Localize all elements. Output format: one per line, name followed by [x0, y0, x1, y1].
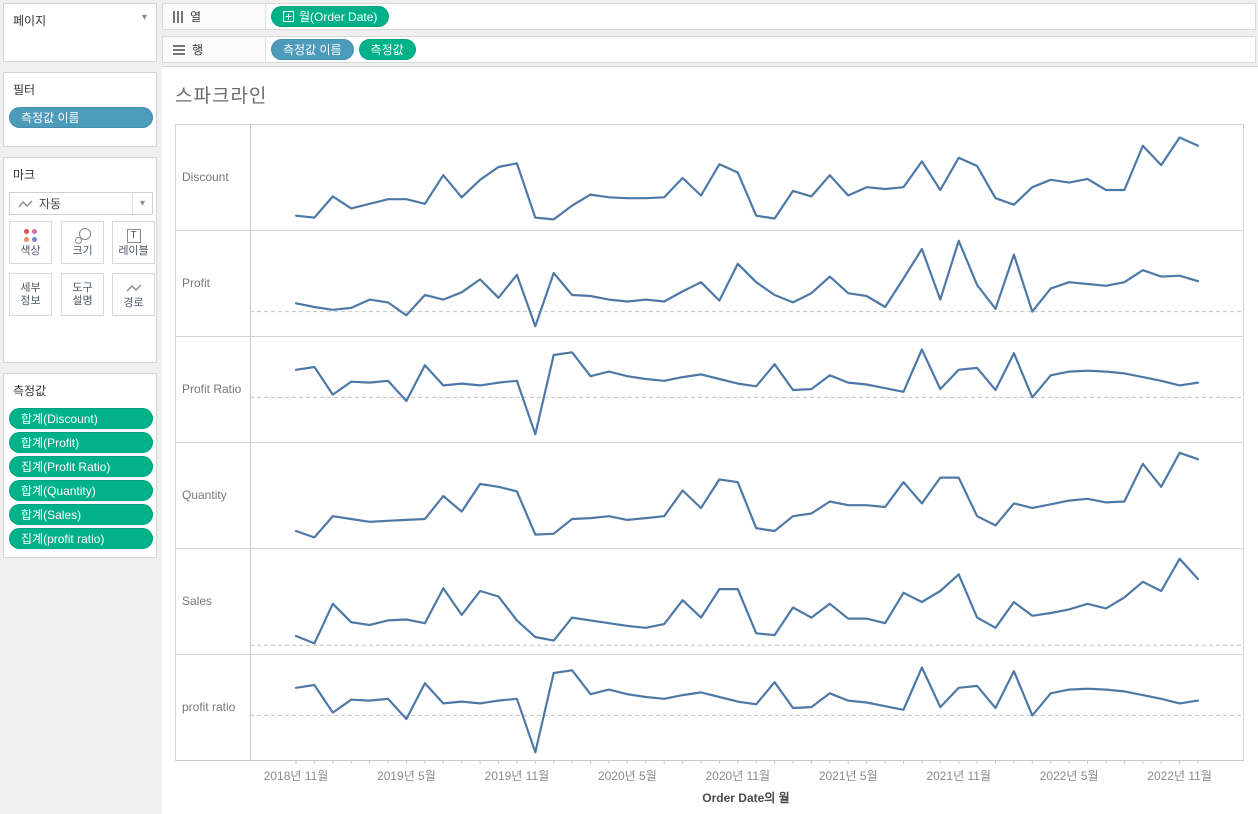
filters-card-title: 필터	[13, 83, 36, 97]
sparkline-discount[interactable]	[294, 136, 1200, 221]
columns-shelf[interactable]: 열 월(Order Date)	[162, 3, 1256, 30]
path-button[interactable]: 경로	[112, 273, 155, 316]
rows-pill-label: 측정값	[370, 42, 404, 57]
mark-type-label: 자동	[39, 197, 62, 211]
columns-pill[interactable]: 월(Order Date)	[271, 6, 390, 27]
row-separator	[175, 442, 1243, 443]
x-tick-label: 2020년 11월	[705, 769, 771, 783]
detail-button[interactable]: 세부 정보	[9, 273, 52, 316]
filters-card: 필터 측정값 이름	[3, 72, 157, 147]
tooltip-button[interactable]: 도구 설명	[61, 273, 104, 316]
label-button-label: 레이블	[118, 245, 149, 257]
filter-pill[interactable]: 측정값 이름	[9, 107, 153, 128]
measure-value-pill-label: 합계(Discount)	[21, 411, 98, 426]
rows-shelf-label: 행	[163, 37, 266, 62]
sparkline-profit[interactable]	[294, 239, 1200, 328]
measure-value-pill[interactable]: 합계(Sales)	[9, 504, 153, 525]
detail-button-label: 세부 정보	[20, 281, 41, 307]
x-tick-label: 2022년 5월	[1039, 769, 1099, 783]
columns-icon	[173, 10, 183, 23]
color-button-label: 색상	[20, 245, 41, 257]
sparkline-profit-ratio[interactable]	[294, 348, 1200, 436]
row-header-discount: Discount	[182, 170, 229, 184]
columns-shelf-label: 열	[163, 4, 266, 29]
x-axis-line	[175, 760, 1243, 761]
measure-values-title: 측정값	[13, 384, 47, 398]
marks-card-title: 마크	[13, 168, 36, 182]
rows-pill[interactable]: 측정값	[358, 39, 416, 60]
measure-values-card: 측정값 합계(Discount) 합계(Profit) 집계(Profit Rati…	[3, 373, 157, 558]
x-tick-label: 2018년 11월	[263, 769, 329, 783]
row-header-profit-ratio: Profit Ratio	[182, 382, 242, 396]
measure-value-pill[interactable]: 집계(Profit Ratio)	[9, 456, 153, 477]
measure-value-pill[interactable]: 합계(Quantity)	[9, 480, 153, 501]
color-button[interactable]: 색상	[9, 221, 52, 264]
sparkline-quantity[interactable]	[294, 451, 1200, 539]
pages-card-title: 페이지	[13, 14, 47, 28]
columns-pill-label: 월(Order Date)	[299, 9, 378, 24]
filter-pill-label: 측정값 이름	[21, 110, 80, 125]
x-tick-label: 2019년 5월	[377, 769, 436, 783]
measure-value-pill-label: 합계(Profit)	[21, 435, 80, 450]
path-button-label: 경로	[123, 297, 144, 309]
measure-value-pill-label: 집계(Profit Ratio)	[21, 459, 111, 474]
line-mark-icon	[18, 200, 33, 207]
row-separator	[175, 336, 1243, 337]
size-button-label: 크기	[72, 245, 93, 257]
row-separator	[175, 548, 1243, 549]
table-top-border	[175, 124, 1243, 125]
sparkline-plot	[250, 136, 1243, 764]
row-separator	[175, 230, 1243, 231]
label-button[interactable]: T 레이블	[112, 221, 155, 264]
x-tick-label: 2022년 11월	[1147, 769, 1212, 783]
row-header-sales: Sales	[182, 594, 213, 608]
chart-area: 스파크라인 Discount Profit Profit Ratio Quantity…	[162, 66, 1258, 814]
sparkline-profit-ratio[interactable]	[294, 666, 1200, 754]
expand-plus-icon[interactable]	[283, 11, 294, 22]
row-separator	[175, 654, 1243, 655]
measure-value-pill-label: 합계(Sales)	[21, 507, 82, 522]
rows-pill-label: 측정값 이름	[283, 42, 342, 57]
row-header-profit: Profit	[182, 276, 211, 290]
mark-type-caret-icon[interactable]: ▾	[132, 193, 152, 214]
mark-type-dropdown[interactable]: 자동 ▾	[9, 192, 153, 215]
measure-value-pill[interactable]: 합계(Discount)	[9, 408, 153, 429]
rows-icon	[173, 44, 185, 55]
label-icon: T	[126, 227, 141, 244]
measure-value-pill[interactable]: 합계(Profit)	[9, 432, 153, 453]
sheet-title: 스파크라인	[175, 86, 268, 107]
tooltip-button-label: 도구 설명	[72, 281, 93, 307]
x-tick-label: 2021년 11월	[926, 769, 991, 783]
x-tick-label: 2020년 5월	[597, 769, 657, 783]
table-right-border	[1243, 124, 1244, 761]
x-tick-label: 2019년 11월	[484, 769, 550, 783]
size-icon	[74, 227, 91, 244]
row-header-quantity: Quantity	[182, 488, 227, 502]
x-tick-label: 2021년 5월	[818, 769, 878, 783]
measure-value-pill-label: 집계(profit ratio)	[21, 531, 105, 546]
row-header-profit-ratio: profit ratio	[182, 700, 236, 714]
size-button[interactable]: 크기	[61, 221, 104, 264]
pages-card: 페이지 ▾	[3, 3, 157, 62]
pages-card-menu-caret-icon[interactable]: ▾	[141, 12, 147, 23]
rows-shelf[interactable]: 행 측정값 이름 측정값	[162, 36, 1256, 63]
measure-value-pill-label: 합계(Quantity)	[21, 483, 96, 498]
path-icon	[126, 279, 142, 296]
sparkline-sales[interactable]	[294, 557, 1200, 645]
x-axis-title: Order Date의 월	[702, 791, 790, 805]
measure-value-pill[interactable]: 집계(profit ratio)	[9, 528, 153, 549]
color-icon	[24, 227, 37, 244]
rows-pill[interactable]: 측정값 이름	[271, 39, 354, 60]
